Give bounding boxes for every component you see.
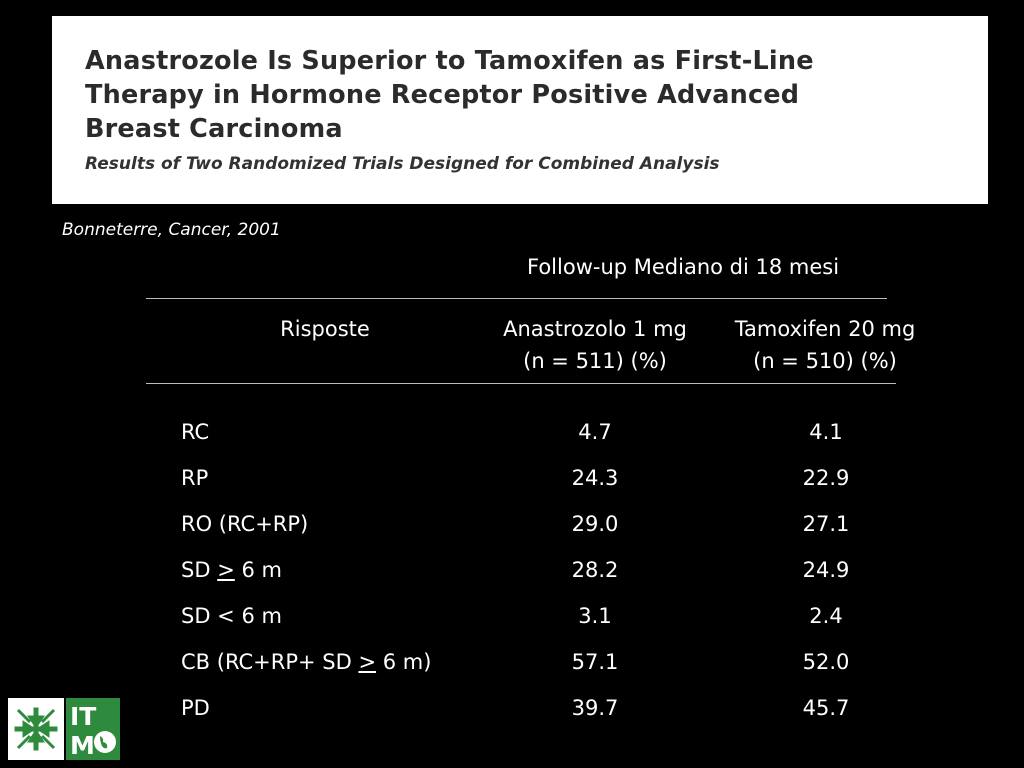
- tamoxifen-value: 22.9: [802, 466, 850, 490]
- row-label: RP: [181, 466, 209, 490]
- column-header-tamoxifen: Tamoxifen 20 mg (n = 510) (%): [700, 313, 950, 377]
- column-header-tamoxifen-line-1: Tamoxifen 20 mg: [734, 317, 916, 341]
- logo-text-bottom: M: [70, 731, 95, 760]
- itmo-logo: IT M: [8, 698, 120, 760]
- anastrozole-value: 28.2: [571, 558, 619, 582]
- table-row: SD > 6 m 28.2 24.9: [0, 558, 1024, 598]
- article-subtitle: Results of Two Randomized Trials Designe…: [85, 154, 720, 174]
- anastrozole-value: 39.7: [571, 696, 619, 720]
- column-header-anastrozole-line-2: (n = 511) (%): [523, 349, 667, 373]
- table-top-rule: [146, 298, 887, 299]
- tamoxifen-value: 4.1: [809, 420, 843, 444]
- tamoxifen-value: 52.0: [802, 650, 850, 674]
- logo-text-top: IT: [70, 702, 96, 731]
- article-header-image: Anastrozole Is Superior to Tamoxifen as …: [52, 16, 988, 204]
- table-row: RO (RC+RP) 29.0 27.1: [0, 512, 1024, 552]
- tamoxifen-value: 45.7: [802, 696, 850, 720]
- table-row: CB (RC+RP+ SD > 6 m) 57.1 52.0: [0, 650, 1024, 690]
- table-header-rule: [146, 383, 896, 384]
- article-title: Anastrozole Is Superior to Tamoxifen as …: [85, 44, 814, 146]
- row-label: SD > 6 m: [181, 558, 282, 582]
- logo-italy-icon: [100, 736, 108, 749]
- article-title-line-2: Therapy in Hormone Receptor Positive Adv…: [85, 80, 800, 110]
- table-row: SD < 6 m 3.1 2.4: [0, 604, 1024, 644]
- column-header-anastrozole-line-1: Anastrozolo 1 mg: [503, 317, 687, 341]
- anastrozole-value: 24.3: [571, 466, 619, 490]
- row-label: SD < 6 m: [181, 604, 282, 628]
- logo-globe-icon: [94, 731, 116, 753]
- table-row: RP 24.3 22.9: [0, 466, 1024, 506]
- followup-header: Follow-up Mediano di 18 mesi: [527, 255, 840, 279]
- table-row: PD 39.7 45.7: [0, 696, 1024, 736]
- anastrozole-value: 3.1: [578, 604, 612, 628]
- tamoxifen-value: 24.9: [802, 558, 850, 582]
- article-title-line-3: Breast Carcinoma: [85, 114, 343, 144]
- tamoxifen-value: 2.4: [809, 604, 843, 628]
- anastrozole-value: 29.0: [571, 512, 619, 536]
- anastrozole-value: 4.7: [578, 420, 612, 444]
- green-arrows-logo-icon: [14, 707, 58, 751]
- anastrozole-value: 57.1: [571, 650, 619, 674]
- row-label: PD: [181, 696, 210, 720]
- column-header-anastrozole: Anastrozolo 1 mg (n = 511) (%): [470, 313, 720, 377]
- column-header-tamoxifen-line-2: (n = 510) (%): [753, 349, 897, 373]
- citation: Bonneterre, Cancer, 2001: [62, 220, 281, 240]
- row-label: RC: [181, 420, 210, 444]
- column-header-responses-label: Risposte: [280, 317, 370, 341]
- article-title-line-1: Anastrozole Is Superior to Tamoxifen as …: [85, 46, 814, 76]
- tamoxifen-value: 27.1: [802, 512, 850, 536]
- table-row: RC 4.7 4.1: [0, 420, 1024, 460]
- column-header-responses: Risposte: [250, 313, 400, 345]
- row-label: RO (RC+RP): [181, 512, 309, 536]
- row-label: CB (RC+RP+ SD > 6 m): [181, 650, 432, 674]
